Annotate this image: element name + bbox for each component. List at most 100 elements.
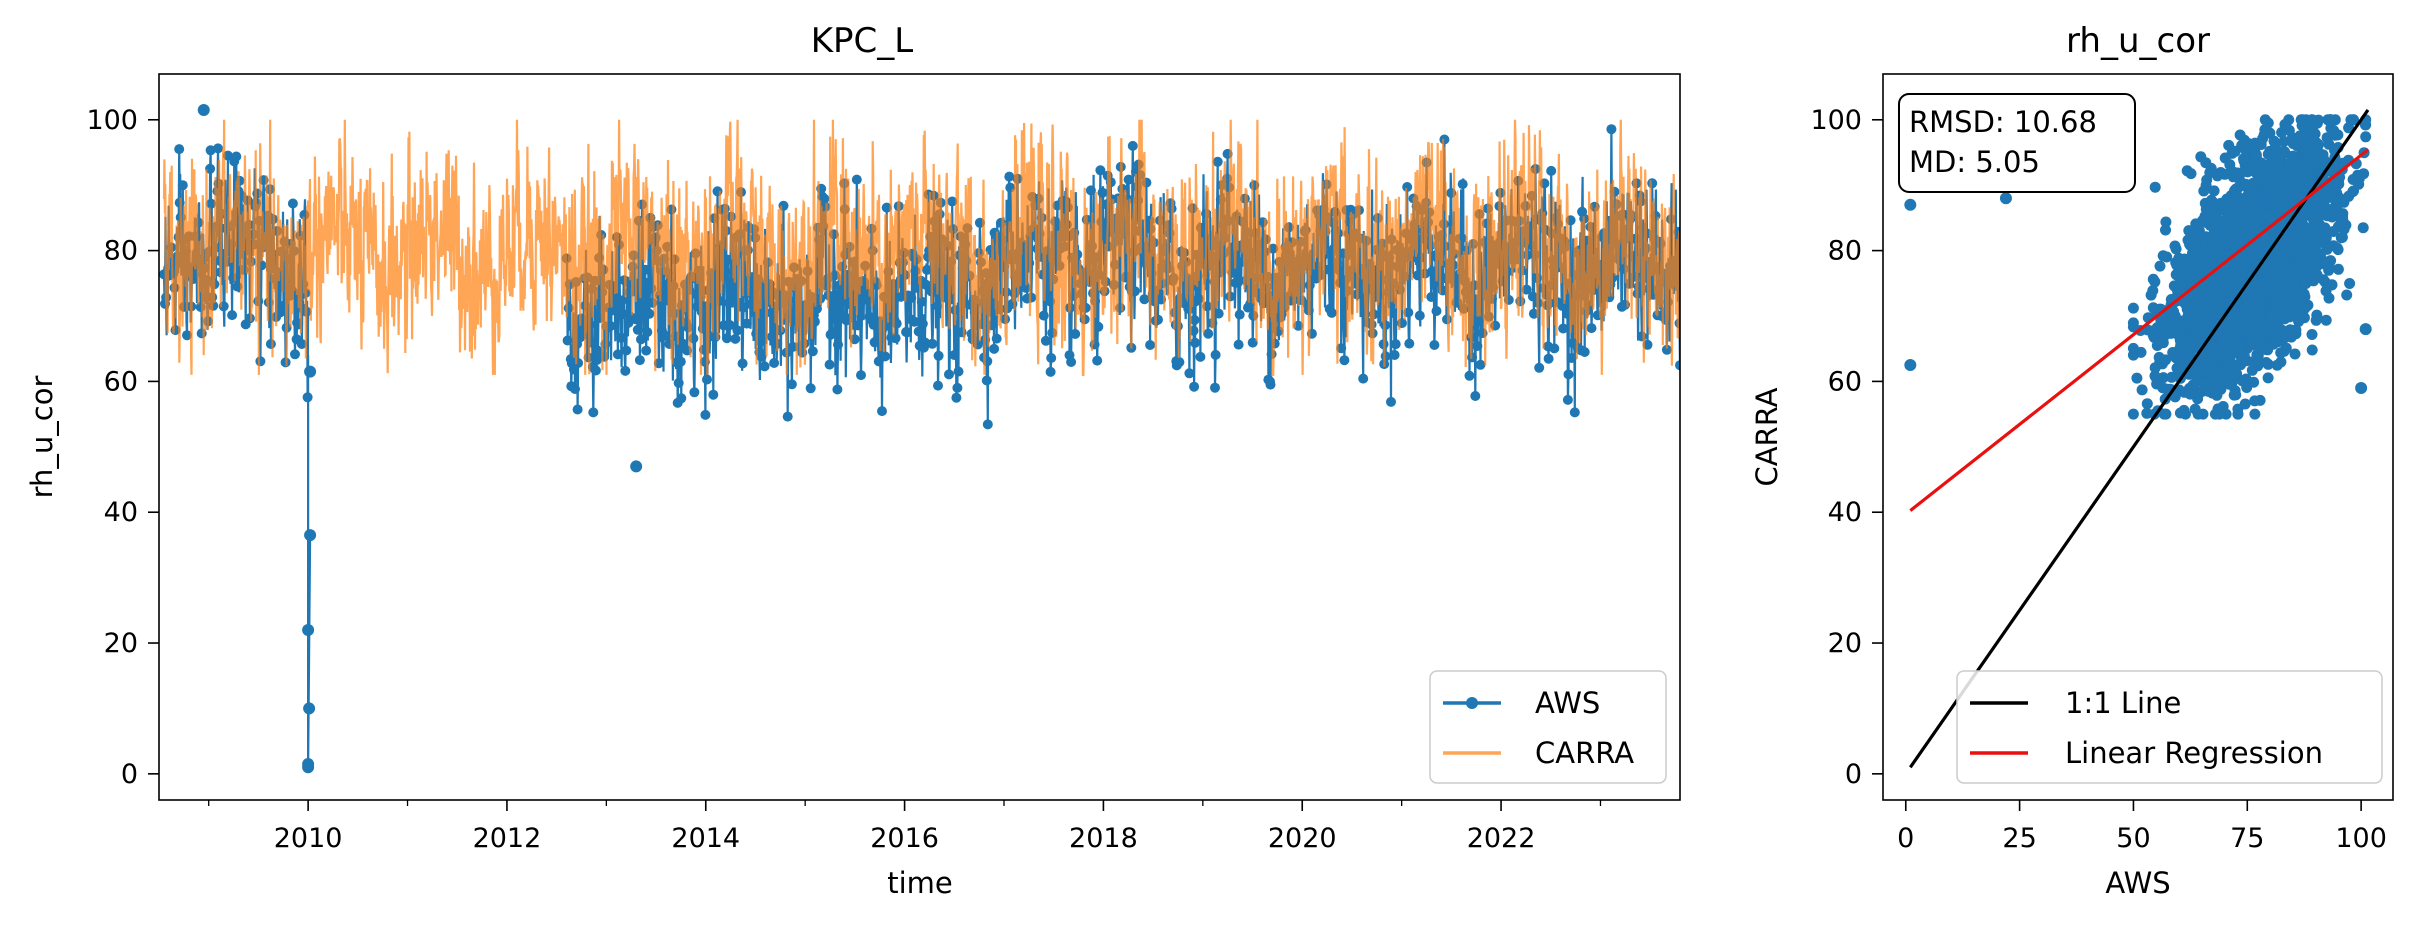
scatter-point <box>2211 283 2223 294</box>
aws-point <box>605 321 616 331</box>
aws-point <box>1606 124 1617 135</box>
aws-point <box>1389 350 1400 360</box>
aws-point <box>700 409 711 420</box>
aws-point <box>732 325 743 336</box>
aws-point <box>1586 323 1597 334</box>
aws-point <box>573 358 584 368</box>
aws-outlier-point <box>303 702 316 715</box>
scatter-point <box>2131 372 2143 384</box>
aws-point <box>590 365 601 376</box>
scatter-point <box>2257 327 2269 339</box>
aws-point <box>741 318 752 329</box>
scatter-point <box>2203 385 2214 397</box>
scatter-point <box>2149 181 2161 193</box>
scatter-point <box>2328 226 2339 237</box>
aws-point <box>1569 407 1580 418</box>
aws-point <box>227 310 238 321</box>
aws-point <box>1566 353 1577 363</box>
scatter-point <box>2171 362 2183 374</box>
scatter-point <box>2222 285 2234 297</box>
aws-point <box>570 384 580 394</box>
aws-point <box>721 333 732 344</box>
aws-point <box>1203 328 1214 339</box>
aws-point <box>1470 391 1481 401</box>
aws-point <box>892 291 903 302</box>
timeseries-legend-box <box>1429 670 1667 784</box>
scatter-point <box>2262 125 2273 137</box>
scatter-point <box>2154 260 2166 272</box>
aws-point <box>620 365 631 376</box>
aws-point <box>1546 165 1557 176</box>
scatter-point <box>2332 263 2344 275</box>
scatter-point <box>2281 182 2293 194</box>
aws-point <box>265 339 276 349</box>
scatter-point <box>2204 167 2216 179</box>
timeseries-x-label: time <box>887 866 953 900</box>
aws-point <box>1195 351 1206 362</box>
aws-point <box>877 406 887 417</box>
scatter-point <box>2156 320 2168 332</box>
scatter-point <box>2179 262 2191 274</box>
aws-point <box>1386 396 1396 407</box>
aws-point <box>824 359 835 370</box>
scatter-x-tick-label: 75 <box>2230 823 2264 854</box>
aws-point <box>1038 310 1049 321</box>
scatter-point <box>2304 266 2316 278</box>
aws-point <box>933 350 944 361</box>
scatter-point <box>2322 208 2334 220</box>
scatter-x-tick-label: 0 <box>1897 823 1914 854</box>
scatter-point <box>2217 401 2229 412</box>
scatter-point <box>2360 131 2372 143</box>
aws-point <box>1528 308 1539 319</box>
aws-point <box>675 356 686 367</box>
scatter-point <box>2280 342 2292 354</box>
scatter-point <box>2171 353 2183 364</box>
scatter-point <box>2151 340 2163 351</box>
aws-point <box>807 346 818 357</box>
scatter-title: rh_u_cor <box>2066 21 2210 61</box>
aws-point <box>174 144 185 155</box>
scatter-point <box>2277 202 2289 214</box>
scatter-point <box>2147 329 2159 341</box>
aws-point <box>981 375 992 386</box>
aws-point <box>634 355 645 366</box>
scatter-point <box>2257 241 2269 253</box>
scatter-point <box>2245 193 2257 205</box>
aws-point <box>832 384 843 395</box>
aws-point <box>1233 339 1244 350</box>
aws-point <box>638 297 649 308</box>
aws-outlier-point <box>304 529 317 542</box>
aws-point <box>244 313 255 324</box>
aws-point <box>1213 308 1224 319</box>
aws-point <box>616 332 627 343</box>
aws-point <box>673 378 684 388</box>
aws-point <box>612 349 623 360</box>
timeseries-y-tick-label: 100 <box>86 105 138 136</box>
scatter-point <box>2226 368 2238 380</box>
scatter-x-tick-label: 50 <box>2116 823 2150 854</box>
scatter-point <box>2320 285 2332 297</box>
aws-point <box>177 180 188 191</box>
aws-point <box>617 295 628 306</box>
scatter-outlier-point <box>2359 323 2372 336</box>
timeseries-x-tick-label: 2010 <box>274 823 343 854</box>
scatter-point <box>2236 375 2248 387</box>
scatter-point <box>2213 308 2225 320</box>
aws-point <box>287 198 298 209</box>
legend-aws-label: AWS <box>1535 686 1600 720</box>
scatter-point <box>2209 408 2221 420</box>
aws-point <box>1431 306 1442 316</box>
aws-point <box>1095 165 1106 176</box>
scatter-point <box>2344 278 2356 289</box>
scatter-point <box>2238 153 2249 165</box>
scatter-point <box>2262 372 2274 384</box>
scatter-point <box>2127 302 2139 314</box>
scatter-y-tick-label: 40 <box>1828 497 1862 528</box>
scatter-point <box>2285 329 2297 341</box>
scatter-point <box>2332 129 2344 141</box>
scatter-point <box>2214 233 2226 245</box>
aws-point <box>1123 174 1134 185</box>
aws-point <box>919 337 930 348</box>
aws-point <box>927 338 938 349</box>
scatter-point <box>2284 263 2296 274</box>
